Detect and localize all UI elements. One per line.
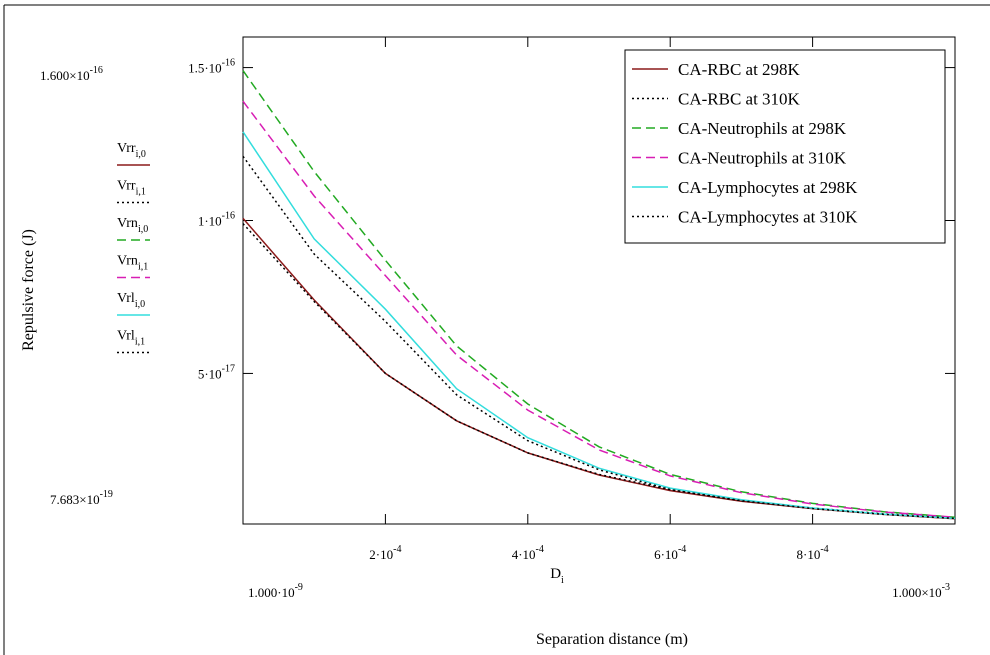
series-line	[242, 217, 956, 520]
y-tick-label: 1.5·10-16	[188, 58, 235, 76]
y-min-label-exp: -19	[100, 489, 113, 500]
trace-label-base: Vrr	[117, 179, 136, 194]
series-line	[242, 155, 956, 520]
x-tick-label-base: 8·10	[797, 547, 821, 562]
trace-label: Vrni,0	[117, 216, 148, 235]
trace-label-base: Vrn	[117, 254, 138, 269]
legend-label: CA-RBC at 310K	[678, 90, 801, 109]
x-tick-label-base: 2·10	[369, 547, 393, 562]
y-min-label-base: 7.683×10	[50, 492, 100, 507]
x-tick-label-exp: -4	[820, 544, 828, 555]
x-tick-label: 6·10-4	[654, 544, 686, 562]
legend-label: CA-Neutrophils at 310K	[678, 149, 847, 168]
x-tick-label: 2·10-4	[369, 544, 401, 562]
y-tick-label-exp: -16	[222, 211, 235, 222]
y-tick-label-base: 1.5·10	[188, 61, 222, 76]
trace-label-base: Vrl	[117, 329, 135, 344]
trace-label-exp: i,1	[136, 187, 146, 198]
x-axis-label: Separation distance (m)	[536, 631, 688, 648]
x-min-label-base: 1.000·10	[248, 585, 295, 600]
x-variable-base: D	[550, 566, 561, 582]
trace-label-exp: i,1	[138, 262, 148, 273]
y-min-label: 7.683×10-19	[50, 489, 113, 507]
x-tick-label-exp: -4	[393, 544, 401, 555]
x-min-label: 1.000·10-9	[248, 582, 303, 600]
y-tick-label-exp: -16	[222, 58, 235, 69]
trace-label-base: Vrn	[117, 216, 138, 231]
y-axis-label: Repulsive force (J)	[20, 229, 37, 351]
x-variable-exp: i	[561, 575, 564, 586]
trace-label: Vrli,0	[117, 291, 145, 310]
x-max-label-exp: -3	[942, 582, 950, 593]
plot-area	[242, 36, 956, 525]
x-max-label: 1.000×10-3	[892, 582, 950, 600]
trace-label: Vrri,0	[117, 141, 146, 160]
x-variable: Di	[550, 566, 564, 586]
x-tick-label-base: 4·10	[512, 547, 536, 562]
legend-box	[624, 49, 946, 244]
series-line	[242, 70, 956, 518]
trace-label-exp: i,1	[135, 337, 145, 348]
series-line	[242, 223, 956, 519]
trace-label-exp: i,0	[136, 149, 146, 160]
trace-label-exp: i,0	[138, 224, 148, 235]
x-tick-label: 4·10-4	[512, 544, 544, 562]
y-tick-label-exp: -17	[222, 363, 235, 374]
series-line	[242, 131, 956, 520]
y-tick-label-base: 5·10	[198, 366, 222, 381]
x-tick-label-exp: -4	[536, 544, 544, 555]
trace-label-base: Vrl	[117, 291, 135, 306]
trace-label: Vrni,1	[117, 254, 148, 273]
x-tick-label: 8·10-4	[797, 544, 829, 562]
trace-label: Vrli,1	[117, 329, 145, 348]
legend-label: CA-RBC at 298K	[678, 60, 801, 79]
legend-label: CA-Neutrophils at 298K	[678, 119, 847, 138]
y-max-label-exp: -16	[90, 65, 103, 76]
y-tick-label: 1·10-16	[198, 211, 235, 229]
trace-label: Vrri,1	[117, 179, 146, 198]
y-max-label: 1.600×10-16	[40, 65, 103, 83]
y-tick-label-base: 1·10	[198, 214, 222, 229]
trace-label-exp: i,0	[135, 299, 145, 310]
y-max-label-base: 1.600×10	[40, 68, 90, 83]
x-max-label-base: 1.000×10	[892, 585, 942, 600]
legend-label: CA-Lymphocytes at 298K	[678, 178, 858, 197]
legend-label: CA-Lymphocytes at 310K	[678, 208, 858, 227]
y-tick-label: 5·10-17	[198, 363, 235, 381]
x-tick-label-exp: -4	[678, 544, 686, 555]
x-min-label-exp: -9	[295, 582, 303, 593]
series-line	[242, 100, 956, 518]
trace-label-base: Vrr	[117, 141, 136, 156]
x-tick-label-base: 6·10	[654, 547, 678, 562]
